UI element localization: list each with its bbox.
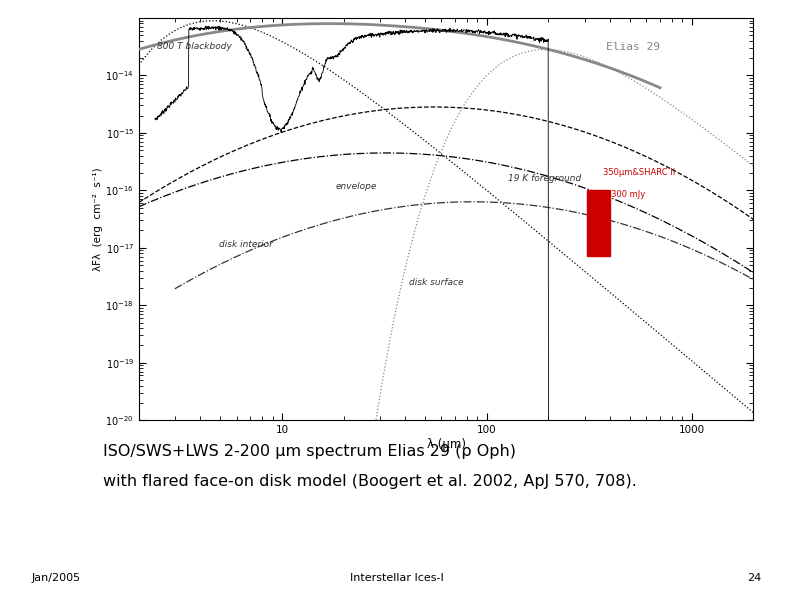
Text: envelope: envelope: [335, 182, 377, 191]
Text: Elias 29: Elias 29: [606, 42, 660, 52]
Text: disk surface: disk surface: [409, 278, 464, 287]
X-axis label: λ (μm): λ (μm): [427, 438, 465, 451]
Text: disk interior: disk interior: [219, 240, 273, 249]
Text: 800 T blackbody: 800 T blackbody: [157, 42, 232, 51]
Text: 24: 24: [747, 573, 761, 583]
Text: Interstellar Ices-I: Interstellar Ices-I: [350, 573, 443, 583]
Text: Jan/2005: Jan/2005: [32, 573, 81, 583]
Y-axis label: λFλ  (erg  cm⁻²  s⁻¹): λFλ (erg cm⁻² s⁻¹): [93, 167, 102, 271]
Text: ISO/SWS+LWS 2-200 μm spectrum Elias 29 (ρ Oph): ISO/SWS+LWS 2-200 μm spectrum Elias 29 (…: [103, 444, 516, 459]
Text: 19 K foreground: 19 K foreground: [508, 174, 580, 183]
Text: 350μm&SHARC II: 350μm&SHARC II: [603, 168, 675, 177]
Text: with flared face-on disk model (Boogert et al. 2002, ApJ 570, 708).: with flared face-on disk model (Boogert …: [103, 474, 637, 489]
Text: |2300 mJy: |2300 mJy: [603, 190, 645, 199]
Bar: [587, 190, 610, 256]
